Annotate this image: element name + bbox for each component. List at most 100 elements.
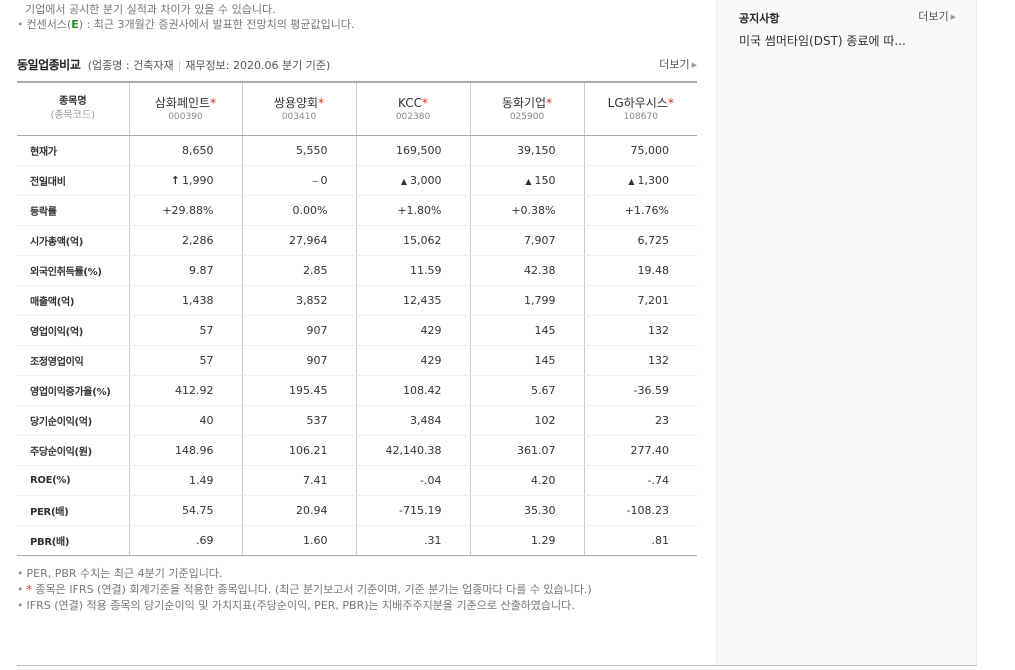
cell: 75,000 [583,135,697,166]
cell: -.74 [583,465,697,496]
cell: 106.21 [241,435,356,466]
triangle-up-icon: ▲ [525,176,532,186]
table-row: 등락률 +29.88% 0.00% +1.80% +0.38% +1.76% [17,195,697,226]
cell: 15,062 [355,225,470,256]
cell: 7,201 [583,285,697,316]
cell: 6,725 [583,225,697,256]
triangle-up-icon: ▲ [400,176,407,186]
table-row: 당기순이익(억) 40 537 3,484 102 23 [17,405,697,436]
divider [17,665,977,666]
bullet-icon: • [17,567,24,580]
notice-item-link[interactable]: 미국 썸머타임(DST) 종료에 따... [739,34,906,48]
section-title: 동일업종비교 [17,58,81,72]
cell: 5.67 [469,375,584,406]
cell: -715.19 [355,495,470,526]
cell: -.04 [355,465,470,496]
chevron-right-icon: ▶ [950,13,956,21]
note-quarterly-diff: 기업에서 공시한 분기 실적과 차이가 있을 수 있습니다. [25,3,276,16]
table-row: 현재가 8,650 5,550 169,500 39,150 75,000 [17,135,697,166]
footnotes: • PER, PBR 수치는 최근 4분기 기준입니다. • * 종목은 IFRS … [17,566,707,614]
note-consensus: • 컨센서스(E) : 최근 3개월간 증권사에서 발표한 전망치의 평균값입니다… [17,18,355,31]
company-name-link: LG하우시스 [607,95,668,110]
row-label: 주당순이익(원) [17,435,129,466]
table-row: 영업이익증가율(%) 412.92 195.45 108.42 5.67 -36… [17,375,697,406]
upper-limit-arrow-icon: ↑ [170,173,180,187]
company-header[interactable]: 쌍용양회* 003410 [241,81,356,136]
cell: +0.38% [469,195,584,226]
cell: 40 [128,405,242,436]
bullet-icon: • [17,18,24,31]
cell: 148.96 [128,435,242,466]
cell: 102 [469,405,584,436]
cell: 429 [355,345,470,376]
cell: 429 [355,315,470,346]
row-label: 매출액(억) [17,285,129,316]
cell: 57 [128,315,242,346]
cell: +1.80% [355,195,470,226]
cell: 145 [469,345,584,376]
cell: 2,286 [128,225,242,256]
cell: 537 [241,405,356,436]
cell: 9.87 [128,255,242,286]
row-label: PBR(배) [17,525,129,556]
company-header[interactable]: KCC* 002380 [355,81,470,136]
company-header[interactable]: LG하우시스* 108670 [583,81,697,136]
cell: 23 [583,405,697,436]
cell: 132 [583,315,697,346]
cell: 19.48 [583,255,697,286]
cell: +29.88% [128,195,242,226]
cell: 12,435 [355,285,470,316]
cell: 54.75 [128,495,242,526]
company-header[interactable]: 삼화페인트* 000390 [128,81,242,136]
cell: 11.59 [355,255,470,286]
row-label: 등락률 [17,195,129,226]
company-name-link: 삼화페인트 [154,95,211,110]
cell: ▲ 3,000 [355,165,470,196]
row-label: 영업이익(억) [17,315,129,346]
cell: 145 [469,315,584,346]
cell: 8,650 [128,135,242,166]
cell: 57 [128,345,242,376]
footnote-controlling: • IFRS (연결) 적용 종목의 당기순이익 및 가치지표(주당순이익, PE… [17,599,575,612]
cell: 412.92 [128,375,242,406]
cell: 1.29 [469,525,584,556]
row-label: ROE(%) [17,465,129,496]
cell: 108.42 [355,375,470,406]
cell: ▲ 1,300 [583,165,697,196]
table-row: PBR(배) .69 1.60 .31 1.29 .81 [17,525,697,556]
unchanged-dash-icon: ─ [312,176,318,186]
more-link[interactable]: 더보기 ▶ [659,58,697,71]
cell: 3,484 [355,405,470,436]
footnote-per-pbr: • PER, PBR 수치는 최근 4분기 기준입니다. [17,567,223,580]
cell: 39,150 [469,135,584,166]
cell: 4.20 [469,465,584,496]
cell: 169,500 [355,135,470,166]
row-label: 영업이익증가율(%) [17,375,129,406]
cell: 361.07 [469,435,584,466]
cell: 1.60 [241,525,356,556]
header-stock-name: 종목명 (종목코드) [17,81,129,136]
table-row: 영업이익(억) 57 907 429 145 132 [17,315,697,346]
top-notes: 기업에서 공시한 분기 실적과 차이가 있을 수 있습니다. • 컨센서스(E) … [17,2,707,32]
cell: 5,550 [241,135,356,166]
cell: 907 [241,345,356,376]
notice-more-link[interactable]: 더보기 ▶ [918,10,956,23]
industry-info: (업종명 : 건축자재 | 재무정보: 2020.06 분기 기준) [87,59,331,72]
cell: 20.94 [241,495,356,526]
row-label: 외국인취득률(%) [17,255,129,286]
cell: 7.41 [241,465,356,496]
company-name-link: 쌍용양회 [273,95,319,110]
row-label: PER(배) [17,495,129,526]
row-label: 전일대비 [17,165,129,196]
cell: +1.76% [583,195,697,226]
bullet-icon: • [17,583,24,596]
company-header[interactable]: 동화기업* 025900 [469,81,584,136]
cell: 42,140.38 [355,435,470,466]
cell: ↑ 1,990 [128,165,242,196]
footnote-ifrs: • * 종목은 IFRS (연결) 회계기준을 적용한 종목입니다. (최근 분기… [17,583,592,596]
cell: 132 [583,345,697,376]
cell: 42.38 [469,255,584,286]
cell: ─ 0 [241,165,356,196]
cell: 7,907 [469,225,584,256]
table-row: 전일대비 ↑ 1,990 ─ 0 ▲ 3,000 ▲ 150 ▲ 1,300 [17,165,697,196]
